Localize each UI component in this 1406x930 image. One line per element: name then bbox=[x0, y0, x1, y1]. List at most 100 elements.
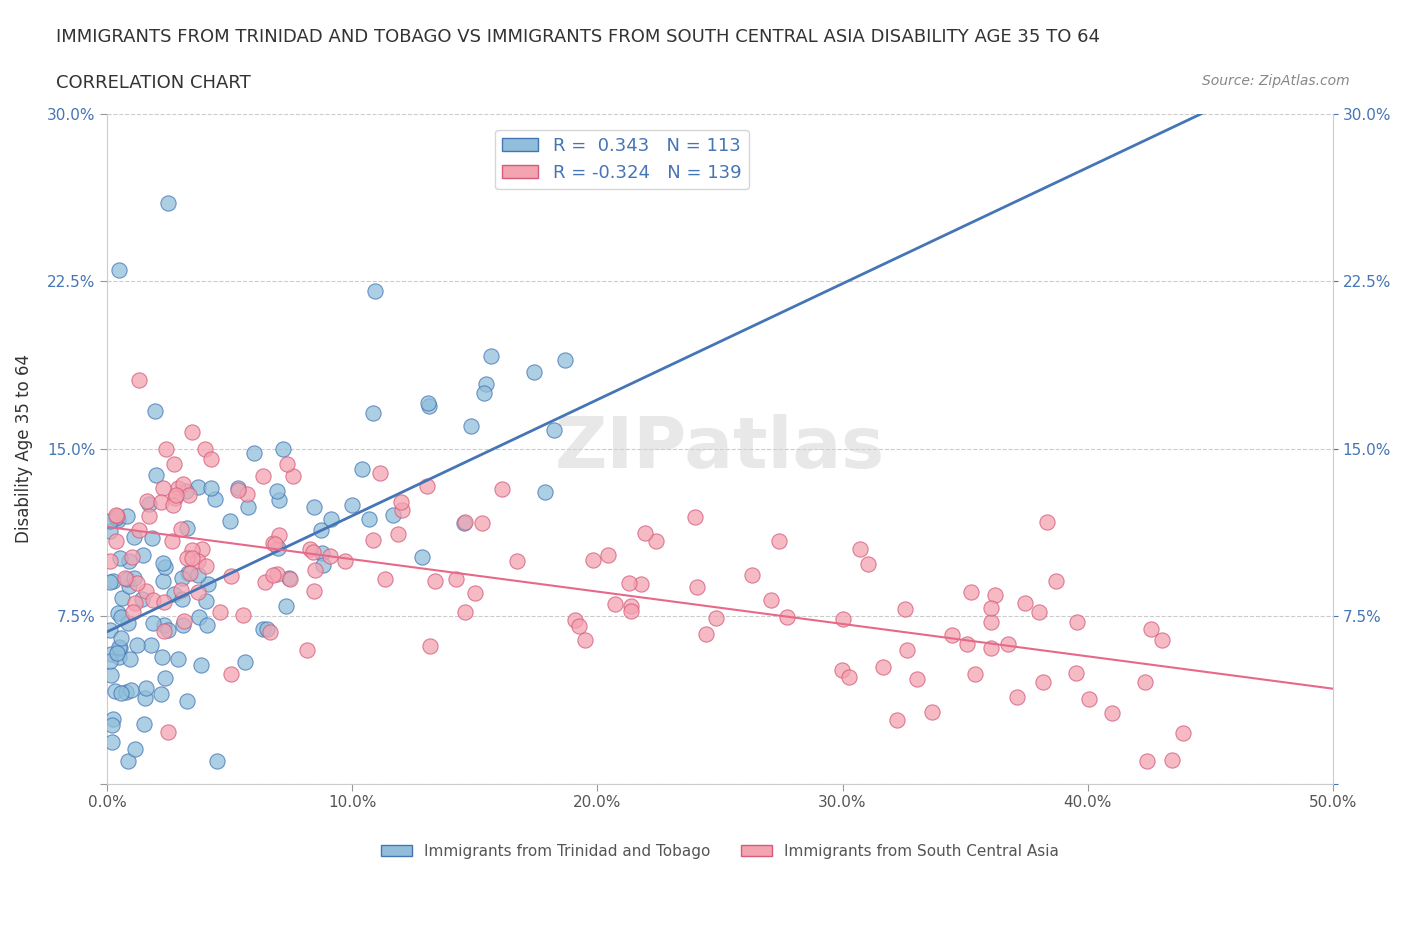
Point bbox=[266, 566, 288, 581]
Point bbox=[104, 684, 127, 698]
Point bbox=[997, 636, 1019, 651]
Point bbox=[411, 550, 433, 565]
Point bbox=[363, 533, 385, 548]
Point bbox=[309, 523, 332, 538]
Point bbox=[152, 573, 174, 588]
Point bbox=[187, 568, 209, 583]
Point bbox=[110, 610, 132, 625]
Point bbox=[174, 484, 197, 498]
Point bbox=[124, 595, 146, 610]
Legend: Immigrants from Trinidad and Tobago, Immigrants from South Central Asia: Immigrants from Trinidad and Tobago, Imm… bbox=[375, 838, 1064, 865]
Point bbox=[269, 527, 291, 542]
Point bbox=[194, 442, 217, 457]
Point bbox=[299, 541, 322, 556]
Point bbox=[101, 735, 124, 750]
Point bbox=[894, 602, 917, 617]
Point bbox=[262, 567, 284, 582]
Point bbox=[1077, 692, 1099, 707]
Point bbox=[200, 480, 222, 495]
Point bbox=[554, 352, 576, 367]
Point bbox=[686, 580, 709, 595]
Point bbox=[582, 552, 605, 567]
Point bbox=[103, 711, 125, 726]
Point bbox=[228, 482, 250, 497]
Point bbox=[304, 563, 326, 578]
Point bbox=[960, 584, 983, 599]
Point bbox=[419, 639, 441, 654]
Point bbox=[704, 611, 727, 626]
Point bbox=[125, 576, 148, 591]
Point bbox=[333, 554, 356, 569]
Point bbox=[105, 511, 128, 525]
Point bbox=[176, 520, 198, 535]
Point bbox=[141, 531, 163, 546]
Point bbox=[1064, 666, 1087, 681]
Point bbox=[387, 526, 409, 541]
Point bbox=[634, 525, 657, 540]
Point bbox=[187, 480, 209, 495]
Point bbox=[105, 645, 128, 660]
Point bbox=[1032, 674, 1054, 689]
Point bbox=[197, 577, 219, 591]
Point bbox=[243, 445, 266, 460]
Point bbox=[965, 667, 987, 682]
Point bbox=[145, 468, 167, 483]
Point bbox=[319, 549, 342, 564]
Point bbox=[166, 651, 188, 666]
Point bbox=[98, 513, 121, 528]
Point bbox=[108, 551, 131, 565]
Text: IMMIGRANTS FROM TRINIDAD AND TOBAGO VS IMMIGRANTS FROM SOUTH CENTRAL ASIA DISABI: IMMIGRANTS FROM TRINIDAD AND TOBAGO VS I… bbox=[56, 28, 1101, 46]
Point bbox=[460, 418, 482, 433]
Point bbox=[204, 492, 226, 507]
Point bbox=[312, 558, 335, 573]
Point bbox=[118, 554, 141, 569]
Point bbox=[776, 610, 799, 625]
Point bbox=[620, 599, 643, 614]
Point bbox=[271, 442, 294, 457]
Point bbox=[253, 575, 276, 590]
Point bbox=[187, 609, 209, 624]
Point bbox=[980, 601, 1002, 616]
Point bbox=[418, 399, 440, 414]
Point bbox=[564, 613, 586, 628]
Point bbox=[232, 608, 254, 623]
Point bbox=[1007, 690, 1029, 705]
Point bbox=[173, 614, 195, 629]
Point bbox=[831, 611, 853, 626]
Point bbox=[120, 682, 142, 697]
Point bbox=[252, 468, 274, 483]
Point bbox=[630, 577, 652, 591]
Point bbox=[98, 554, 121, 569]
Point bbox=[479, 348, 502, 363]
Point bbox=[523, 365, 546, 380]
Point bbox=[124, 529, 146, 544]
Point bbox=[984, 588, 1007, 603]
Point bbox=[134, 690, 156, 705]
Point bbox=[391, 503, 413, 518]
Point bbox=[274, 598, 297, 613]
Point bbox=[110, 631, 132, 645]
Point bbox=[165, 491, 187, 506]
Point bbox=[905, 671, 928, 686]
Point bbox=[219, 568, 242, 583]
Point bbox=[1133, 674, 1156, 689]
Point bbox=[108, 641, 131, 656]
Point bbox=[107, 605, 129, 620]
Point bbox=[156, 622, 179, 637]
Point bbox=[170, 591, 193, 606]
Point bbox=[267, 492, 290, 507]
Point bbox=[568, 619, 591, 634]
Point bbox=[858, 556, 880, 571]
Point bbox=[266, 484, 288, 498]
Point bbox=[153, 671, 176, 685]
Point bbox=[267, 540, 290, 555]
Point bbox=[233, 655, 256, 670]
Point bbox=[163, 457, 186, 472]
Point bbox=[152, 481, 174, 496]
Point bbox=[416, 479, 439, 494]
Point bbox=[172, 618, 194, 632]
Point bbox=[302, 545, 325, 560]
Point bbox=[163, 587, 186, 602]
Point bbox=[181, 424, 204, 439]
Point bbox=[138, 509, 160, 524]
